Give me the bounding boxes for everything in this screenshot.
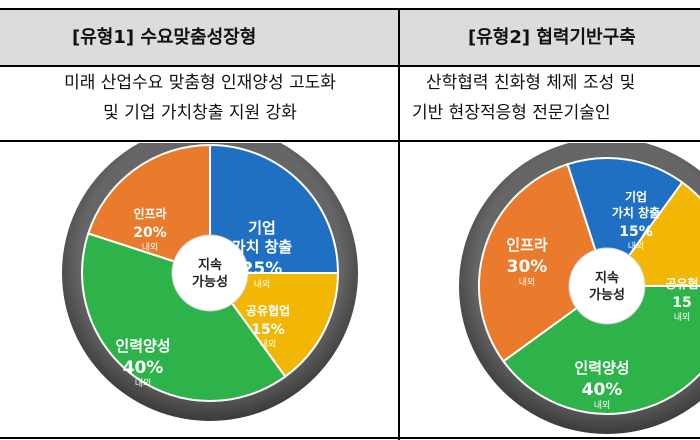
- slice-label: 공유협업: [246, 303, 290, 318]
- pie-center-label: 지속: [595, 271, 619, 286]
- slice-note: 내외: [594, 399, 611, 411]
- slice-note: 내외: [519, 276, 536, 288]
- slice-note: 내외: [254, 278, 271, 290]
- slice-value-label: 15: [672, 295, 691, 311]
- slice-note: 내외: [260, 338, 277, 350]
- type2-description: 산학협력 친화형 체제 조성 및 기반 현장적응형 전문기술인: [412, 68, 700, 140]
- slice-value-label: 15%: [251, 322, 285, 338]
- pie-center-label: 가능성: [192, 275, 228, 290]
- pie-center-label: 지속: [198, 258, 222, 273]
- pie-slice: [566, 157, 684, 289]
- header-band-2: [400, 10, 700, 65]
- slice-value-label: 25%: [242, 259, 283, 279]
- slice-note: 내외: [135, 377, 152, 389]
- desc-divider: [0, 140, 700, 142]
- pie-center-hole: [568, 247, 646, 325]
- slice-value-label: 30%: [507, 257, 548, 277]
- slice-value-label: 40%: [582, 380, 623, 400]
- slice-label: 가치 창출: [232, 238, 293, 256]
- type2-desc-line-2: 기반 현장적응형 전문기술인: [412, 103, 611, 123]
- header-band-1: [0, 10, 398, 65]
- column-divider: [398, 8, 400, 440]
- slice-value-label: 20%: [133, 225, 167, 241]
- slice-label: 인력양성: [574, 359, 629, 377]
- type1-desc-line-2: 및 기업 가치창출 지원 강화: [103, 103, 297, 123]
- pie-center-hole: [171, 234, 249, 312]
- slice-note: 내외: [142, 241, 159, 253]
- pie-slice: [208, 272, 340, 378]
- slice-label: 공유협: [665, 276, 698, 291]
- type2-desc-line-1: 산학협력 친화형 체제 조성 및: [426, 73, 636, 93]
- slice-label: 가치 창출: [612, 205, 660, 220]
- slice-label: 인프라: [506, 236, 548, 254]
- pie-slice: [502, 285, 700, 415]
- slice-label: 인력양성: [115, 337, 170, 355]
- slice-note: 내외: [674, 311, 691, 323]
- pie-center-label: 가능성: [589, 288, 625, 303]
- pie-slice: [209, 143, 340, 274]
- slice-label: 기업: [625, 189, 647, 204]
- pie-slice: [478, 163, 609, 363]
- table-top-border: [0, 8, 700, 10]
- type1-desc-line-1: 미래 산업수요 맞춤형 인재양성 고도화: [64, 73, 336, 93]
- table-bottom-border: [0, 437, 700, 439]
- type1-header: [유형1] 수요맞춤성장형: [72, 27, 257, 48]
- type2-header: [유형2] 협력기반구축: [468, 27, 636, 48]
- slice-label: 기업: [248, 219, 276, 237]
- type1-description: 미래 산업수요 맞춤형 인재양성 고도화 및 기업 가치창출 지원 강화: [2, 68, 398, 140]
- header-divider: [0, 65, 700, 67]
- slice-value-label: 40%: [123, 358, 164, 378]
- slice-note: 내외: [628, 240, 645, 252]
- pie-slice: [81, 232, 287, 402]
- slice-value-label: 15%: [619, 224, 653, 240]
- slice-label: 인프라: [133, 206, 166, 221]
- pie-slice: [87, 143, 211, 275]
